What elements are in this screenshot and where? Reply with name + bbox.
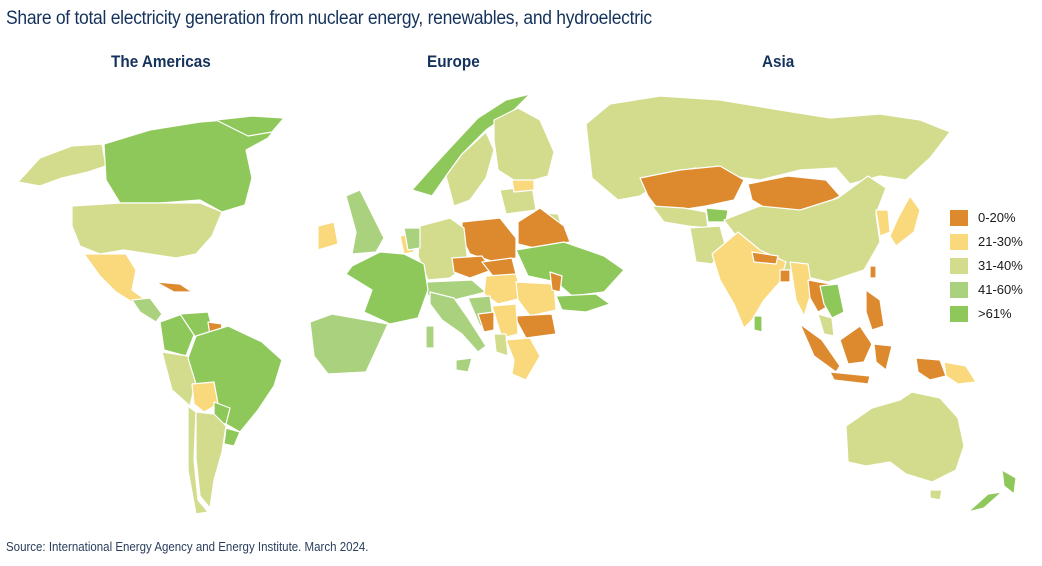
map-mexico	[83, 253, 147, 303]
legend-item-61-plus: >61%	[950, 304, 1023, 323]
map-new-zealand-south	[967, 491, 1003, 513]
map-sri-lanka	[753, 315, 763, 333]
region-label-americas: The Americas	[111, 52, 211, 71]
map-australia	[845, 391, 965, 483]
map-central-america	[131, 297, 163, 323]
map-moldova	[549, 271, 563, 293]
legend-swatch	[950, 305, 968, 322]
map-kazakhstan	[639, 165, 745, 213]
map-argentina	[195, 411, 227, 509]
map-new-zealand-north	[1001, 469, 1017, 495]
map-tasmania	[929, 489, 943, 501]
map-malaysia	[817, 313, 835, 337]
map-ukraine-north	[517, 207, 571, 249]
map-bangladesh	[779, 269, 791, 283]
legend-label: >61%	[978, 306, 1012, 321]
map-bolivia	[191, 381, 219, 413]
map-poland	[461, 217, 517, 263]
map-vietnam-laos	[819, 283, 845, 319]
region-label-europe: Europe	[427, 52, 480, 71]
map-sweden	[445, 131, 495, 207]
legend-item-0-20: 0-20%	[950, 208, 1023, 227]
map-bosnia	[477, 311, 495, 333]
map-new-guinea	[915, 357, 947, 381]
map-italy	[429, 291, 487, 353]
map-ireland	[317, 221, 339, 251]
map-sicily	[455, 357, 473, 373]
legend-item-21-30: 21-30%	[950, 232, 1023, 251]
region-label-asia: Asia	[762, 52, 795, 71]
legend-label: 21-30%	[978, 234, 1023, 249]
map-serbia	[491, 303, 519, 339]
legend-label: 41-60%	[978, 282, 1023, 297]
map-bulgaria	[513, 313, 557, 339]
map-benelux	[403, 227, 421, 251]
map-myanmar	[789, 261, 813, 317]
map-borneo	[839, 325, 873, 365]
map-greece	[505, 337, 541, 381]
map-france	[345, 251, 429, 325]
map-uk	[345, 189, 385, 255]
map-spain-portugal	[309, 313, 389, 375]
map-central-asia	[651, 205, 709, 229]
legend: 0-20% 21-30% 31-40% 41-60% >61%	[950, 208, 1023, 328]
map-taiwan	[869, 265, 877, 279]
map-papua-new-guinea	[943, 361, 977, 385]
legend-swatch	[950, 281, 968, 298]
map-romania	[515, 281, 557, 317]
map-philippines	[865, 289, 885, 331]
map-japan	[889, 195, 921, 247]
map-alaska	[17, 143, 107, 187]
map-nepal	[751, 251, 779, 265]
map-title: Share of total electricity generation fr…	[6, 8, 652, 29]
map-greenland	[215, 115, 285, 137]
source-note: Source: International Energy Agency and …	[6, 540, 369, 554]
legend-swatch	[950, 257, 968, 274]
map-estonia	[511, 179, 535, 193]
map-java	[829, 371, 871, 385]
map-ukraine	[515, 241, 625, 297]
map-korea	[875, 209, 891, 237]
legend-item-31-40: 31-40%	[950, 256, 1023, 275]
legend-swatch	[950, 233, 968, 250]
map-sardinia	[425, 325, 435, 349]
legend-swatch	[950, 209, 968, 226]
map-usa	[71, 202, 223, 259]
map-brazil	[187, 325, 283, 433]
map-albania	[493, 333, 509, 357]
legend-item-41-60: 41-60%	[950, 280, 1023, 299]
map-sumatra	[799, 323, 841, 373]
legend-label: 31-40%	[978, 258, 1023, 273]
legend-label: 0-20%	[978, 210, 1016, 225]
map-turkey	[555, 293, 611, 313]
map-sulawesi	[873, 343, 893, 371]
map-uruguay	[223, 427, 241, 447]
map-finland	[493, 107, 555, 185]
map-cuba	[155, 281, 193, 293]
map-hungary	[483, 273, 523, 305]
